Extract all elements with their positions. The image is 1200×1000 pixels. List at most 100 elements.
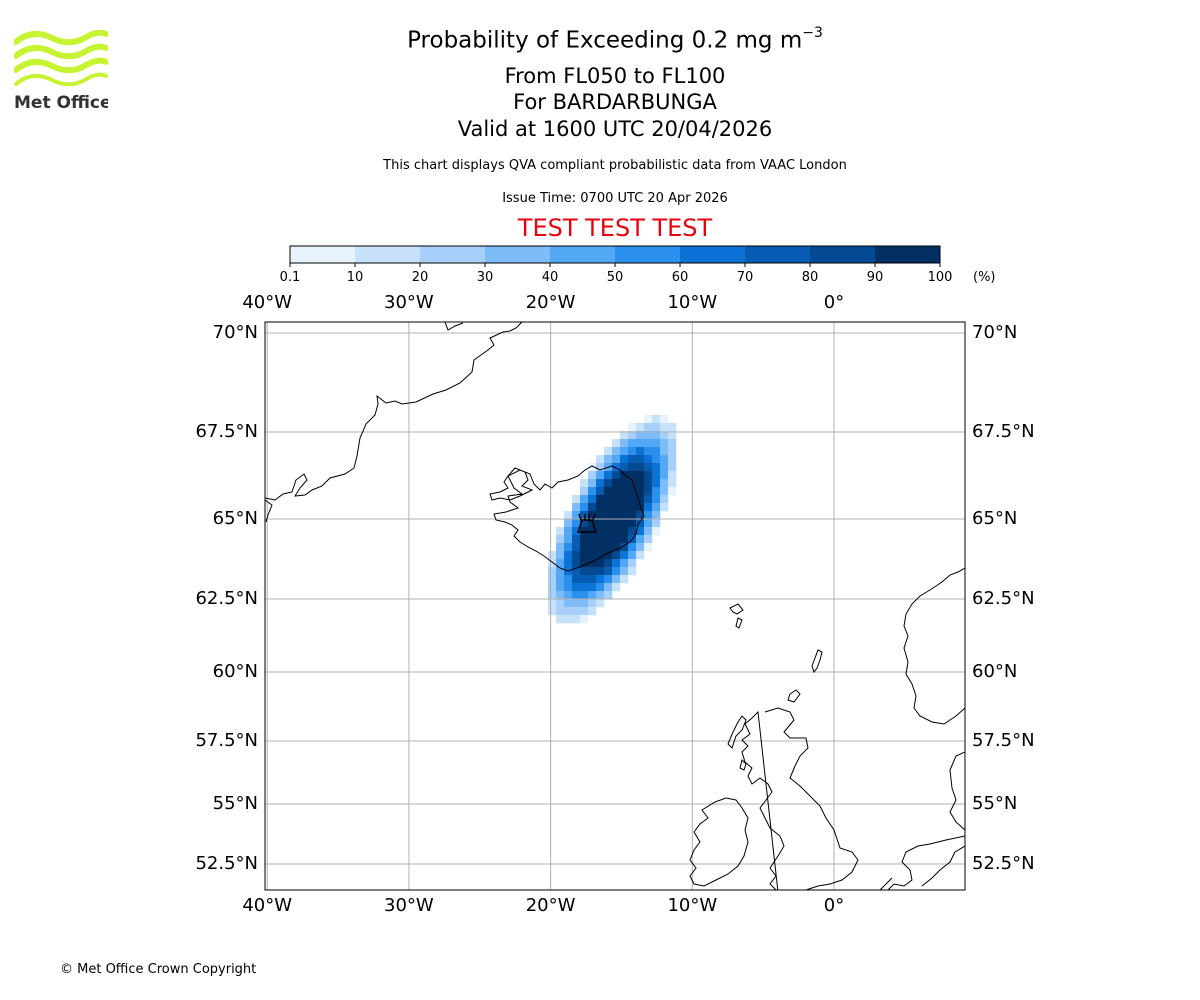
plume-cell <box>564 543 573 552</box>
plume-cell <box>628 423 637 432</box>
plume-cell <box>628 471 637 480</box>
plume-cell <box>636 527 645 536</box>
plume-cell <box>636 447 645 456</box>
plume-cell <box>556 527 565 536</box>
plume-cell <box>612 567 621 576</box>
plume-cell <box>612 503 621 512</box>
longitude-tick-label: 20°W <box>525 895 576 916</box>
longitude-tick-label: 10°W <box>667 292 718 313</box>
plume-cell <box>620 511 629 520</box>
longitude-tick-label: 10°W <box>667 895 718 916</box>
plume-cell <box>580 519 589 528</box>
latitude-tick-label: 67.5°N <box>195 421 258 442</box>
plume-cell <box>660 463 669 472</box>
plume-cell <box>636 535 645 544</box>
plume-cell <box>652 495 661 504</box>
plume-cell <box>604 535 613 544</box>
plume-cell <box>644 447 653 456</box>
map-frame <box>264 321 966 891</box>
plume-cell <box>644 503 653 512</box>
plume-cell <box>580 591 589 600</box>
plume-cell <box>596 495 605 504</box>
plume-cell <box>628 567 637 576</box>
plume-cell <box>556 543 565 552</box>
plume-cell <box>636 479 645 488</box>
plume-cell <box>596 591 605 600</box>
plume-cell <box>556 575 565 584</box>
plume-cell <box>596 535 605 544</box>
coastline-continent <box>879 835 965 890</box>
longitude-tick-label: 40°W <box>242 895 293 916</box>
plume-cell <box>548 551 557 560</box>
plume-cell <box>636 495 645 504</box>
plume-cell <box>564 583 573 592</box>
plume-cell <box>612 583 621 592</box>
latitude-tick-label: 55°N <box>972 793 1018 814</box>
plume-cell <box>572 527 581 536</box>
plume-cell <box>636 519 645 528</box>
latitude-tick-label: 70°N <box>972 322 1018 343</box>
plume-cell <box>660 487 669 496</box>
plume-cell <box>636 511 645 520</box>
plume-cell <box>604 551 613 560</box>
plume-cell <box>580 567 589 576</box>
coastline-shetland <box>811 649 823 674</box>
plume-cell <box>588 511 597 520</box>
plume-cell <box>596 487 605 496</box>
plume-cell <box>580 599 589 608</box>
longitude-tick-label: 30°W <box>384 292 434 313</box>
plume-cell <box>620 447 629 456</box>
plume-cell <box>620 575 629 584</box>
plume-cell <box>628 447 637 456</box>
plume-cell <box>604 447 613 456</box>
plume-cell <box>636 503 645 512</box>
plume-cell <box>556 591 565 600</box>
plume-cell <box>572 591 581 600</box>
chart-description: This chart displays QVA compliant probab… <box>383 158 847 173</box>
plume-cell <box>668 423 677 432</box>
plume-cell <box>612 519 621 528</box>
colorbar-segment <box>290 246 356 263</box>
plume-cell <box>612 527 621 536</box>
longitude-tick-label: 20°W <box>525 292 576 313</box>
plume-cell <box>652 447 661 456</box>
plume-cell <box>588 479 597 488</box>
colorbar-segment <box>485 246 551 263</box>
plume-cell <box>612 447 621 456</box>
plume-cell <box>580 487 589 496</box>
plume-cell <box>564 615 573 624</box>
plume-cell <box>588 487 597 496</box>
coastline-faroe <box>729 603 744 629</box>
plume-cell <box>652 423 661 432</box>
plume-cell <box>644 423 653 432</box>
plume-cell <box>668 479 677 488</box>
plume-cell <box>596 551 605 560</box>
plume-cell <box>596 471 605 480</box>
plume-cell <box>572 567 581 576</box>
plume-cell <box>628 439 637 448</box>
colorbar-segment <box>875 246 941 263</box>
latitude-tick-label: 55°N <box>212 793 258 814</box>
plume-cell <box>604 455 613 464</box>
plume-cell <box>612 551 621 560</box>
plume-cell <box>588 503 597 512</box>
plume-cell <box>580 583 589 592</box>
latitude-tick-label: 52.5°N <box>195 853 258 874</box>
plume-cell <box>548 567 557 576</box>
plume-cell <box>612 535 621 544</box>
plume-cell <box>660 495 669 504</box>
plume-cell <box>580 479 589 488</box>
plume-cell <box>588 535 597 544</box>
plume-cell <box>660 439 669 448</box>
coastline-iceland <box>489 465 645 572</box>
plume-cell <box>596 559 605 568</box>
plume-cell <box>612 559 621 568</box>
plume-cell <box>660 423 669 432</box>
plume-cell <box>580 535 589 544</box>
valid-time: Valid at 1600 UTC 20/04/2026 <box>457 117 773 141</box>
chart-title: Probability of Exceeding 0.2 mg m−3 <box>407 25 823 54</box>
latitude-tick-label: 65°N <box>212 508 258 529</box>
plume-cell <box>604 591 613 600</box>
plume-cell <box>588 495 597 504</box>
